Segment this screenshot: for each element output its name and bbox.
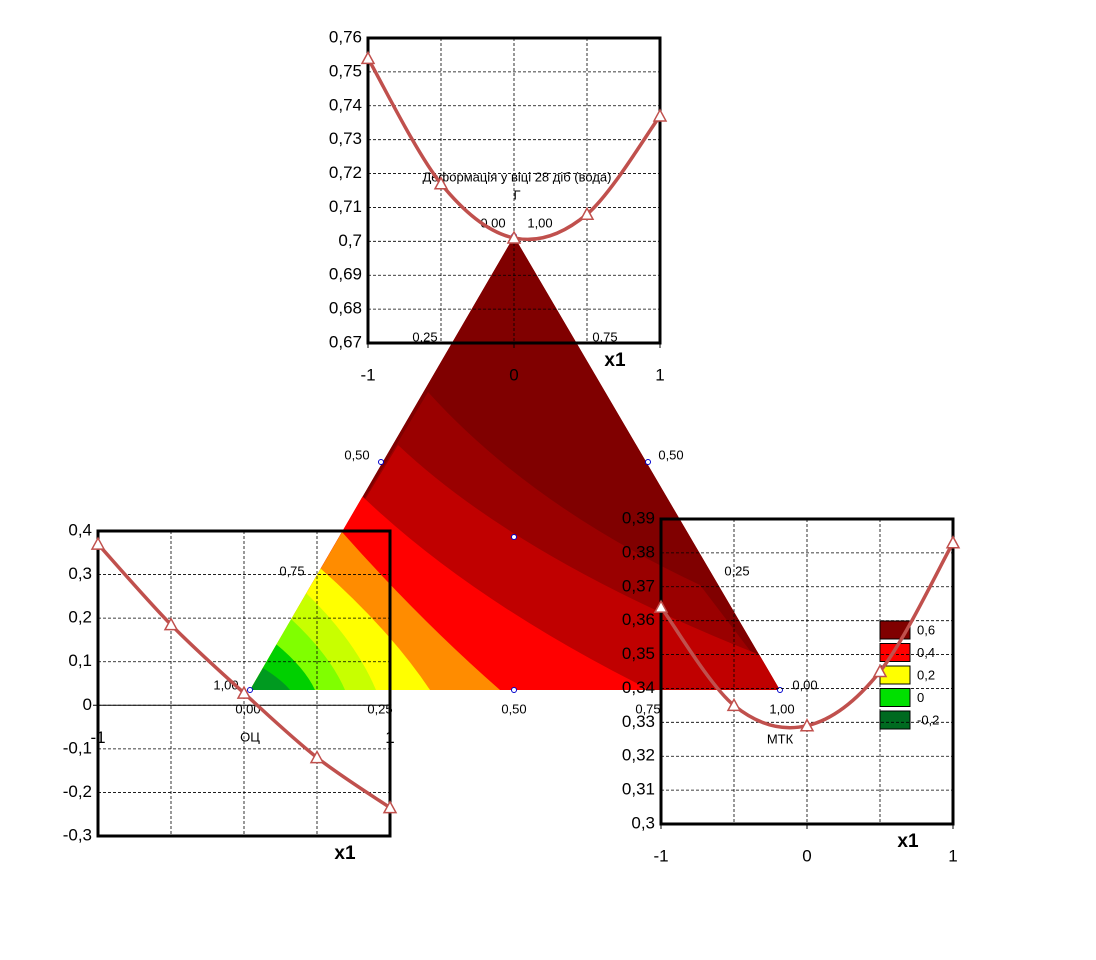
ternary-tick-label: 0,25 bbox=[412, 329, 437, 344]
marker bbox=[382, 800, 398, 814]
y-tick-label: 0,3 bbox=[68, 564, 92, 583]
y-tick-label: 0,69 bbox=[329, 265, 362, 284]
legend-label: 0,4 bbox=[917, 645, 935, 660]
x-axis-label: x1 bbox=[334, 843, 356, 864]
marker bbox=[872, 663, 888, 678]
point bbox=[511, 687, 517, 693]
plot-frame bbox=[366, 36, 662, 345]
marker bbox=[90, 536, 106, 550]
ternary-tick-label: 0,75 bbox=[592, 329, 617, 344]
legend-swatch bbox=[879, 688, 911, 707]
y-tick-label: 0,3 bbox=[631, 813, 655, 832]
point bbox=[378, 459, 384, 465]
line-chart: 0,3 0,31 0,32 0,33 0,34 0,35 0,36 0,37 0,38 0,39 -… bbox=[622, 508, 961, 865]
ternary-tick-label: 0,00 bbox=[792, 677, 817, 692]
x-axis-label: x1 bbox=[897, 831, 919, 852]
ternary-tick-label: 0,50 bbox=[501, 701, 526, 716]
marker bbox=[236, 685, 252, 699]
legend-label: 0 bbox=[917, 690, 924, 705]
vertex-label: МТК bbox=[767, 731, 794, 746]
y-tick-label: 0,4 bbox=[68, 520, 92, 539]
y-tick-label: 0,36 bbox=[622, 610, 655, 629]
x-tick-label: 1 bbox=[655, 365, 664, 384]
y-tick-label: 0,67 bbox=[329, 332, 362, 351]
x-tick-label: 1 bbox=[948, 846, 957, 865]
ternary-title: Деформація у віці 28 діб (вода) bbox=[423, 169, 612, 184]
x-tick-label: -1 bbox=[653, 846, 668, 865]
y-tick-label: 0,68 bbox=[329, 299, 362, 318]
y-tick-label: 0,39 bbox=[622, 508, 655, 527]
ternary-tick-label: 0,75 bbox=[635, 701, 660, 716]
y-tick-label: 0,72 bbox=[329, 163, 362, 182]
marker bbox=[653, 599, 669, 613]
marker bbox=[945, 535, 961, 549]
ternary-diagram: Деформація у віці 28 діб (вода) Г 0,00 1,00… bbox=[213, 169, 939, 746]
y-tick-label: 0,34 bbox=[622, 678, 655, 697]
x-tick-label: -1 bbox=[360, 365, 375, 384]
plot-frame bbox=[96, 529, 392, 838]
marker bbox=[579, 206, 595, 220]
plot-frame bbox=[659, 517, 955, 826]
marker bbox=[360, 50, 376, 65]
ternary-tick-label: 1,00 bbox=[769, 701, 794, 716]
ternary-tick-label: 0,25 bbox=[724, 563, 749, 578]
marker bbox=[433, 176, 449, 190]
point bbox=[511, 534, 517, 540]
y-tick-label: 0,33 bbox=[622, 712, 655, 731]
y-tick-label: -0,3 bbox=[63, 825, 92, 844]
y-tick-label: 0,35 bbox=[622, 644, 655, 663]
legend-swatch bbox=[879, 710, 911, 730]
ternary-tick-label: 0,50 bbox=[344, 447, 369, 462]
legend-label: 0,2 bbox=[917, 667, 935, 682]
marker bbox=[506, 230, 522, 244]
ternary-tick-label: 0,75 bbox=[279, 563, 304, 578]
y-tick-label: 0,38 bbox=[622, 542, 655, 561]
y-tick-label: -0,1 bbox=[63, 738, 92, 757]
legend-label: -0,2 bbox=[917, 712, 939, 727]
band bbox=[250, 668, 290, 690]
y-tick-label: 0,1 bbox=[68, 651, 92, 670]
marker bbox=[309, 750, 325, 764]
legend-label: 0,6 bbox=[917, 622, 935, 637]
point bbox=[247, 687, 253, 693]
marker bbox=[652, 108, 668, 122]
vertex-label: ОЦ bbox=[240, 729, 260, 744]
y-tick-label: 0,71 bbox=[329, 197, 362, 216]
contour-bands bbox=[250, 236, 780, 690]
y-tick-label: 0,37 bbox=[622, 576, 655, 595]
y-tick-label: 0,73 bbox=[329, 129, 362, 148]
y-tick-label: -0,2 bbox=[63, 782, 92, 801]
x-tick-label: 0 bbox=[509, 365, 518, 384]
ternary-subtitle: Г bbox=[513, 187, 520, 202]
y-tick-label: 0,31 bbox=[622, 780, 655, 799]
marker bbox=[799, 718, 815, 732]
marker bbox=[726, 697, 742, 712]
line-chart: 0,67 0,68 0,69 0,7 0,71 0,72 0,73 0,74 0,75 0,76 -… bbox=[329, 27, 668, 384]
y-tick-label: 0,76 bbox=[329, 27, 362, 46]
x-tick-label: 0 bbox=[802, 846, 811, 865]
y-tick-label: 0,75 bbox=[329, 61, 362, 80]
ternary-tick-label: 0,50 bbox=[658, 447, 683, 462]
line-chart: -0,3-0,2-0,100,10,20,30,4-1 1x1 bbox=[63, 520, 398, 864]
y-tick-label: 0,74 bbox=[329, 95, 362, 114]
y-tick-label: 0,32 bbox=[622, 746, 655, 765]
y-tick-label: 0,7 bbox=[338, 231, 362, 250]
ternary-tick-label: 1,00 bbox=[527, 215, 552, 230]
y-tick-label: 0 bbox=[83, 695, 92, 714]
point bbox=[645, 459, 651, 465]
x-axis-label: x1 bbox=[604, 350, 626, 371]
y-tick-label: 0,2 bbox=[68, 608, 92, 627]
marker bbox=[163, 617, 179, 631]
